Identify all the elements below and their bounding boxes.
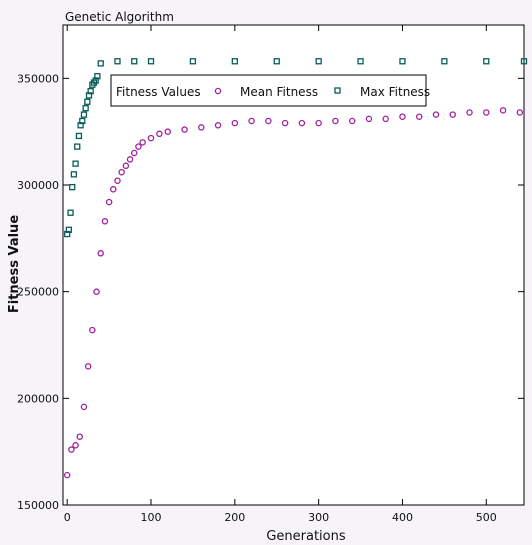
mean-fitness-point xyxy=(110,186,117,193)
max-fitness-point xyxy=(74,143,81,150)
chart-title: Genetic Algorithm xyxy=(65,10,174,24)
mean-fitness-point xyxy=(118,168,125,176)
legend-label-mean: Mean Fitness xyxy=(240,85,318,99)
legend-marker-mean xyxy=(214,87,222,95)
max-fitness-point xyxy=(441,58,448,65)
max-fitness-point xyxy=(94,73,101,80)
max-fitness-point xyxy=(79,117,86,125)
mean-fitness-point xyxy=(97,250,104,257)
mean-fitness-point xyxy=(382,115,389,123)
legend: Fitness Values Mean Fitness Max Fitness xyxy=(110,74,430,107)
y-tick-label: 300000 xyxy=(17,179,59,192)
mean-fitness-point xyxy=(281,119,289,127)
x-tick-label: 500 xyxy=(476,511,497,524)
max-fitness-point xyxy=(273,58,280,65)
x-tick-label: 300 xyxy=(308,511,329,524)
mean-fitness-point xyxy=(93,288,100,295)
mean-fitness-point xyxy=(332,117,339,125)
max-fitness-point xyxy=(483,58,490,65)
mean-fitness-point xyxy=(139,139,146,146)
mean-fitness-point xyxy=(130,149,138,157)
max-fitness-point xyxy=(85,92,93,99)
axis-ticks: 0 100 200 300 400 500 150000 200000 250000 300000… xyxy=(17,25,524,524)
mean-fitness-point xyxy=(348,117,356,125)
max-fitness-point xyxy=(80,111,88,118)
max-fitness-point xyxy=(69,183,76,191)
y-axis-label: Fitness Value xyxy=(7,215,22,313)
max-fitness-point xyxy=(92,77,99,84)
max-fitness-point xyxy=(77,122,84,129)
x-tick-label: 400 xyxy=(392,511,413,524)
mean-fitness-point xyxy=(63,471,71,479)
legend-label-max: Max Fitness xyxy=(360,85,430,99)
x-axis-label: Generations xyxy=(266,529,346,544)
mean-fitness-point xyxy=(516,109,524,116)
mean-fitness-point xyxy=(126,156,134,163)
max-fitness-point xyxy=(75,132,83,140)
x-tick-label: 100 xyxy=(141,511,162,524)
mean-fitness-point xyxy=(76,433,84,440)
max-fitness-point xyxy=(70,171,78,178)
series-mean-fitness xyxy=(63,107,524,479)
max-fitness-point xyxy=(147,58,155,65)
mean-fitness-point xyxy=(114,177,121,184)
mean-fitness-point xyxy=(80,403,88,411)
mean-fitness-point xyxy=(399,113,406,120)
mean-fitness-point xyxy=(483,109,490,116)
mean-fitness-point xyxy=(415,113,423,120)
mean-fitness-point xyxy=(101,218,109,225)
mean-fitness-point xyxy=(499,107,507,114)
mean-fitness-point xyxy=(164,128,172,135)
max-fitness-point xyxy=(82,105,89,112)
y-tick-label: 200000 xyxy=(17,392,59,405)
mean-fitness-point xyxy=(198,124,205,131)
max-fitness-point xyxy=(520,58,528,65)
mean-fitness-point xyxy=(105,198,113,206)
mean-fitness-point xyxy=(84,363,92,370)
mean-fitness-point xyxy=(432,111,440,118)
mean-fitness-point xyxy=(214,122,222,129)
max-fitness-point xyxy=(84,98,91,105)
mean-fitness-point xyxy=(89,326,96,334)
x-tick-label: 200 xyxy=(224,511,245,524)
max-fitness-point xyxy=(114,58,121,65)
max-fitness-point xyxy=(97,60,104,67)
max-fitness-point xyxy=(87,87,94,95)
y-tick-label: 150000 xyxy=(17,499,59,512)
mean-fitness-point xyxy=(156,130,163,138)
mean-fitness-point xyxy=(147,134,155,142)
mean-fitness-point xyxy=(181,126,188,133)
legend-box xyxy=(110,74,427,107)
max-fitness-point xyxy=(315,58,322,65)
series-max-fitness xyxy=(64,58,528,238)
mean-fitness-point xyxy=(298,119,306,127)
legend-marker-max xyxy=(334,87,341,94)
mean-fitness-point xyxy=(365,115,373,123)
mean-fitness-point xyxy=(72,442,79,449)
max-fitness-point xyxy=(189,58,197,65)
mean-fitness-point xyxy=(449,111,457,118)
y-tick-label: 350000 xyxy=(17,72,59,85)
mean-fitness-point xyxy=(135,143,142,150)
max-fitness-point xyxy=(131,58,138,65)
max-fitness-point xyxy=(65,226,73,233)
max-fitness-point xyxy=(231,58,238,65)
mean-fitness-point xyxy=(122,162,130,170)
mean-fitness-point xyxy=(231,119,239,127)
mean-fitness-point xyxy=(68,446,75,453)
max-fitness-point xyxy=(357,58,364,65)
max-fitness-point xyxy=(64,230,71,238)
mean-fitness-point xyxy=(265,117,272,125)
mean-fitness-point xyxy=(466,109,473,116)
mean-fitness-point xyxy=(248,117,255,125)
x-tick-label: 0 xyxy=(64,511,71,524)
max-fitness-point xyxy=(72,160,79,167)
y-tick-label: 250000 xyxy=(17,286,59,299)
legend-title: Fitness Values xyxy=(116,85,201,99)
max-fitness-point xyxy=(67,209,74,216)
max-fitness-point xyxy=(399,58,406,65)
mean-fitness-point xyxy=(315,119,322,127)
